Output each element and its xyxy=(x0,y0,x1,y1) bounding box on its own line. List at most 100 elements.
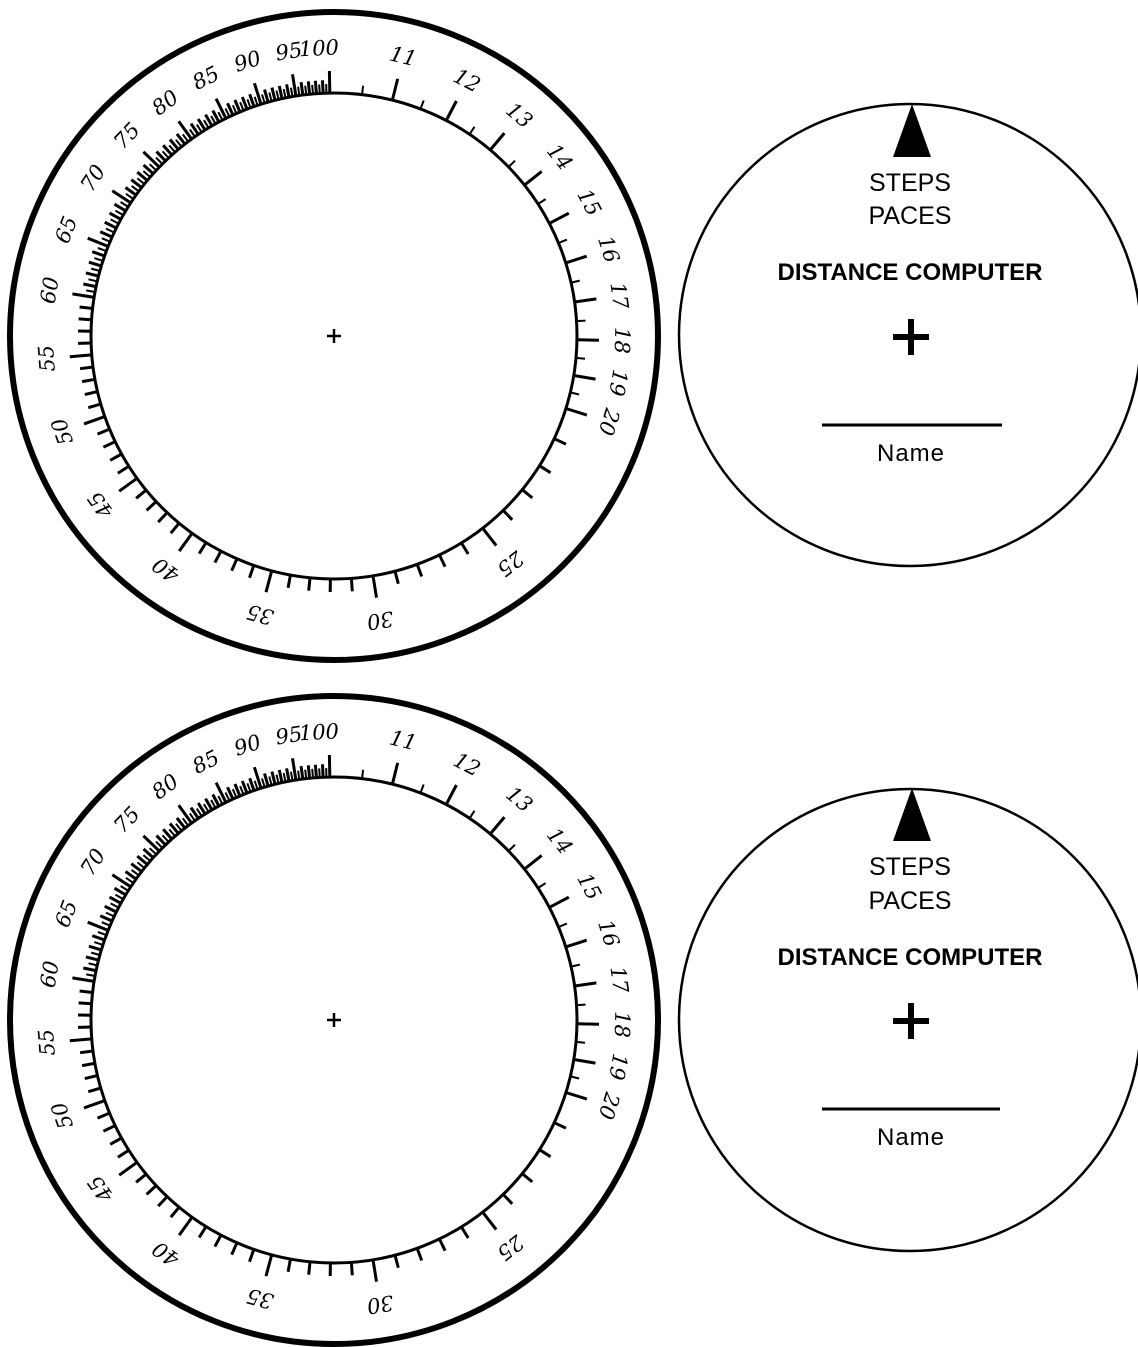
scale-tick xyxy=(215,1235,221,1247)
scale-tick xyxy=(461,1227,468,1238)
cover-disc: STEPS PACES DISTANCE COMPUTER Name xyxy=(679,104,1138,566)
scale-tick xyxy=(94,942,103,945)
scale-tick xyxy=(287,84,289,97)
scale-tick xyxy=(312,85,313,94)
scale-tick xyxy=(277,91,279,100)
scale-tick xyxy=(298,87,299,96)
scale-label: 75 xyxy=(109,118,145,154)
scale-tick xyxy=(250,565,254,577)
scale-label: 70 xyxy=(76,844,111,880)
scale-tick xyxy=(179,533,192,551)
scale-tick xyxy=(483,528,497,545)
scale-tick xyxy=(118,1150,129,1157)
scale-tick xyxy=(98,248,106,251)
scale-tick xyxy=(265,774,269,787)
scale-tick xyxy=(566,1093,587,1100)
scale-tick xyxy=(233,105,237,113)
scale-tick xyxy=(549,213,569,223)
scale-tick xyxy=(98,932,106,935)
scale-tick xyxy=(102,922,110,926)
scale-tick xyxy=(571,965,580,967)
scale-tick xyxy=(92,936,104,940)
scale-tick xyxy=(315,765,316,778)
scale-tick xyxy=(439,555,445,567)
scale-label: 90 xyxy=(231,730,264,761)
scale-tick xyxy=(566,256,587,263)
scale-tick xyxy=(91,269,100,271)
scale-tick xyxy=(215,551,221,563)
scale-tick xyxy=(250,1249,254,1261)
scale-tick xyxy=(301,82,303,95)
scale-label: 80 xyxy=(147,769,183,804)
scale-tick xyxy=(111,903,119,907)
scale-tick xyxy=(82,379,95,381)
scale-tick xyxy=(284,89,286,98)
scale-tick xyxy=(86,957,99,960)
scale-tick xyxy=(89,279,98,281)
scale-tick xyxy=(70,355,92,357)
cover-disc: STEPS PACES DISTANCE COMPUTER Name xyxy=(679,788,1138,1251)
scale-tick xyxy=(247,783,250,792)
scale-tick xyxy=(118,466,129,473)
scale-tick xyxy=(308,81,309,94)
scale-tick xyxy=(86,974,95,976)
scale-tick xyxy=(106,913,114,917)
scale-label: 60 xyxy=(36,275,64,305)
scale-tick xyxy=(94,258,103,261)
scale-tick xyxy=(509,845,515,851)
scale-tick xyxy=(171,523,179,533)
scale-tick xyxy=(199,1227,206,1238)
scale-tick xyxy=(566,940,587,947)
scale-tick xyxy=(115,211,123,216)
scale-label: 65 xyxy=(50,897,82,931)
scale-tick xyxy=(158,1197,167,1207)
scale-tick xyxy=(179,1217,192,1235)
scale-tick xyxy=(105,222,117,228)
scale-tick xyxy=(351,578,352,591)
scale-tick xyxy=(525,855,542,869)
scale-tick xyxy=(255,97,258,106)
scale-label: 18 xyxy=(610,1011,634,1038)
scale-label: 35 xyxy=(244,599,276,629)
scale-tick xyxy=(570,1076,579,1078)
scale-tick xyxy=(106,229,114,233)
steps-label: STEPS xyxy=(869,169,951,197)
cover-title: DISTANCE COMPUTER xyxy=(778,944,1043,971)
scale-label: 35 xyxy=(244,1283,276,1313)
scale-tick xyxy=(265,90,269,103)
scale-label: 25 xyxy=(492,545,529,581)
scale-tick xyxy=(298,771,299,780)
name-label: Name xyxy=(877,1124,945,1151)
scale-tick xyxy=(538,883,546,888)
scale-tick xyxy=(305,770,306,779)
scale-tick xyxy=(461,543,468,554)
scale-tick xyxy=(233,789,237,797)
scale-tick xyxy=(115,895,123,900)
scale-tick xyxy=(525,171,542,185)
scale-tick xyxy=(554,439,566,445)
scale-tick xyxy=(269,93,271,102)
scale-tick xyxy=(308,765,309,778)
scale-label: 60 xyxy=(36,959,64,989)
scale-label: 45 xyxy=(83,487,119,524)
scale-label: 70 xyxy=(76,160,111,196)
scale-tick xyxy=(136,1174,146,1182)
scale-tick xyxy=(540,1150,551,1157)
scale-tick xyxy=(83,284,96,287)
scale-tick xyxy=(89,963,98,965)
scale-tick xyxy=(571,281,580,283)
scale-tick xyxy=(119,1162,137,1175)
scale-label: 30 xyxy=(365,606,395,634)
scale-tick xyxy=(319,768,320,777)
scale-label: 20 xyxy=(593,405,624,439)
scale-tick xyxy=(240,102,243,110)
scale-label: 16 xyxy=(593,233,624,266)
scale-label: 65 xyxy=(50,213,82,247)
scale-tick xyxy=(112,875,130,887)
scale-tick xyxy=(232,1243,237,1255)
scale-tick xyxy=(80,307,93,309)
scale-tick xyxy=(522,1174,532,1182)
scale-label: 45 xyxy=(83,1171,119,1208)
scale-tick xyxy=(147,1186,157,1195)
scale-tick xyxy=(279,770,282,783)
